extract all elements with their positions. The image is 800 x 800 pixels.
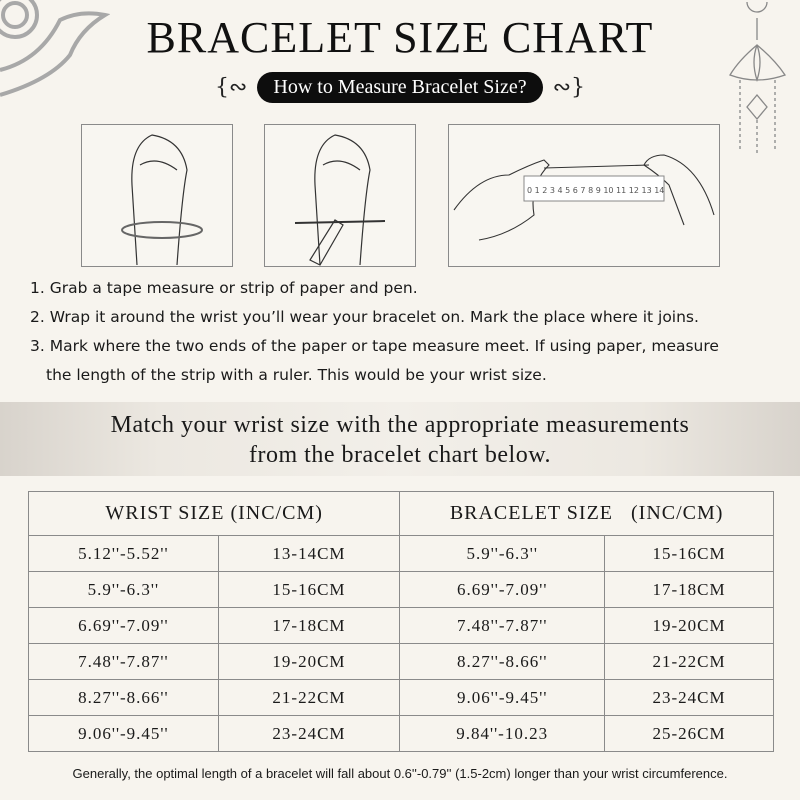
bracelet-inch-cell: 5.9''-6.3'' (399, 535, 606, 572)
bracelet-inch-cell: 7.48''-7.87'' (399, 607, 606, 644)
wrist-cm-cell: 21-22CM (217, 679, 401, 716)
wrist-inch-cell: 5.12''-5.52'' (28, 535, 219, 572)
subtitle-pill: How to Measure Bracelet Size? (257, 72, 543, 103)
table-row: 8.27''-8.66'' 21-22CM 9.06''-9.45'' 23-24CM (28, 679, 774, 716)
table-header-row: WRIST SIZE (INC/CM) BRACELET SIZE (INC/C… (27, 491, 774, 536)
step-3: 3. Mark where the two ends of the paper … (30, 337, 719, 355)
wrist-inch-cell: 5.9''-6.3'' (28, 571, 219, 608)
right-swirl-ornament-icon: ∾} (552, 75, 586, 100)
step-2: 2. Wrap it around the wrist you’ll wear … (30, 308, 699, 326)
wrist-cm-cell: 17-18CM (217, 607, 401, 644)
table-row: 9.06''-9.45'' 23-24CM 9.84''-10.23 25-26CM (28, 715, 774, 752)
table-row: 7.48''-7.87'' 19-20CM 8.27''-8.66'' 21-22CM (28, 643, 774, 680)
illustration-wrap-tape (81, 124, 233, 267)
bracelet-inch-cell: 9.84''-10.23 (399, 715, 606, 752)
wrist-inch-cell: 7.48''-7.87'' (28, 643, 219, 680)
table-row: 5.12''-5.52'' 13-14CM 5.9''-6.3'' 15-16CM (28, 535, 774, 572)
wrist-cm-cell: 23-24CM (217, 715, 401, 752)
illustration-mark-pen (264, 124, 416, 267)
bracelet-size-header: BRACELET SIZE (INC/CM) (399, 491, 774, 536)
hand-marking-pen-icon (294, 134, 386, 266)
step-1: 1. Grab a tape measure or strip of paper… (30, 279, 418, 297)
bracelet-cm-cell: 21-22CM (604, 643, 774, 680)
step-3-continued: the length of the strip with a ruler. Th… (46, 366, 547, 384)
bracelet-inch-cell: 6.69''-7.09'' (399, 571, 606, 608)
wrist-size-header: WRIST SIZE (INC/CM) (27, 491, 401, 536)
table-row: 5.9''-6.3'' 15-16CM 6.69''-7.09'' 17-18CM (28, 571, 774, 608)
left-swirl-ornament-icon: {∾ (214, 75, 248, 100)
bracelet-cm-cell: 23-24CM (604, 679, 774, 716)
hands-ruler-icon: 0 1 2 3 4 5 6 7 8 9 10 11 12 13 14 (453, 154, 715, 241)
wrist-cm-cell: 13-14CM (217, 535, 401, 572)
wrist-inch-cell: 9.06''-9.45'' (28, 715, 219, 752)
bracelet-inch-cell: 8.27''-8.66'' (399, 643, 606, 680)
page-title: BRACELET SIZE CHART (146, 13, 654, 62)
ruler-tick-labels: 0 1 2 3 4 5 6 7 8 9 10 11 12 13 14 (527, 186, 664, 195)
subtitle-row: {∾ How to Measure Bracelet Size? ∾} (0, 72, 800, 103)
banner-line-1: Match your wrist size with the appropria… (110, 412, 690, 438)
illustration-ruler: 0 1 2 3 4 5 6 7 8 9 10 11 12 13 14 (448, 124, 720, 267)
wrist-cm-cell: 19-20CM (217, 643, 401, 680)
hand-wrapping-tape-icon (121, 134, 203, 266)
bracelet-cm-cell: 15-16CM (604, 535, 774, 572)
bracelet-cm-cell: 17-18CM (604, 571, 774, 608)
lotus-moon-hanging-decoration (729, 1, 787, 155)
footnote: Generally, the optimal length of a brace… (72, 766, 728, 781)
instruction-steps: 1. Grab a tape measure or strip of paper… (30, 274, 719, 390)
match-size-banner: Match your wrist size with the appropria… (0, 402, 800, 476)
bracelet-cm-cell: 19-20CM (604, 607, 774, 644)
wrist-inch-cell: 8.27''-8.66'' (28, 679, 219, 716)
wrist-cm-cell: 15-16CM (217, 571, 401, 608)
mandala-flower-decoration (0, 0, 110, 97)
bracelet-inch-cell: 9.06''-9.45'' (399, 679, 606, 716)
banner-line-2: from the bracelet chart below. (249, 442, 551, 468)
size-chart-table: WRIST SIZE (INC/CM) BRACELET SIZE (INC/C… (27, 491, 774, 752)
wrist-inch-cell: 6.69''-7.09'' (28, 607, 219, 644)
bracelet-cm-cell: 25-26CM (604, 715, 774, 752)
table-row: 6.69''-7.09'' 17-18CM 7.48''-7.87'' 19-20CM (28, 607, 774, 644)
